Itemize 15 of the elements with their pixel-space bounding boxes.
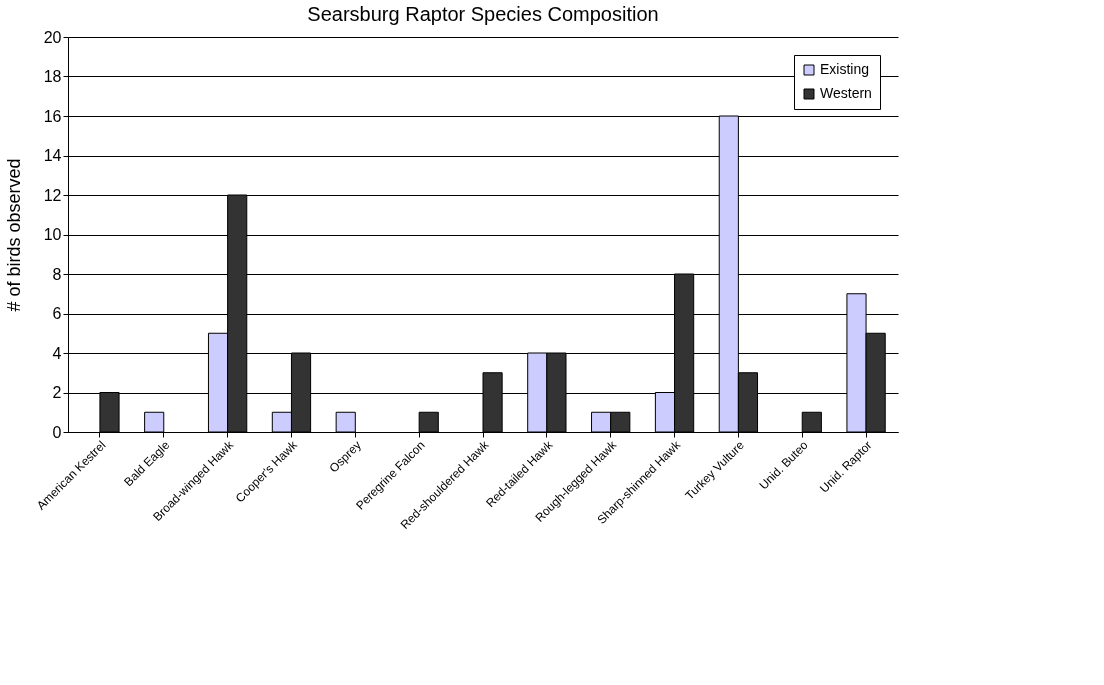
y-tick-label: 18 <box>43 68 62 85</box>
y-tick-label: 16 <box>43 107 62 125</box>
y-tick-label: 10 <box>43 226 62 243</box>
y-tick-label: 2 <box>52 384 62 401</box>
y-tick-label: 4 <box>52 344 62 362</box>
y-axis-title: # of birds observed <box>3 158 24 312</box>
y-tick-label: 8 <box>52 265 62 283</box>
y-tick-label: 0 <box>52 423 62 441</box>
y-tick-label: 20 <box>43 28 62 46</box>
chart-title: Searsburg Raptor Species Composition <box>307 3 659 25</box>
y-tick-label: 6 <box>52 305 62 322</box>
legend-label: Western <box>820 85 872 101</box>
legend-label: Existing <box>820 61 870 77</box>
y-tick-label: 14 <box>43 147 62 164</box>
y-tick-label: 12 <box>43 186 62 204</box>
